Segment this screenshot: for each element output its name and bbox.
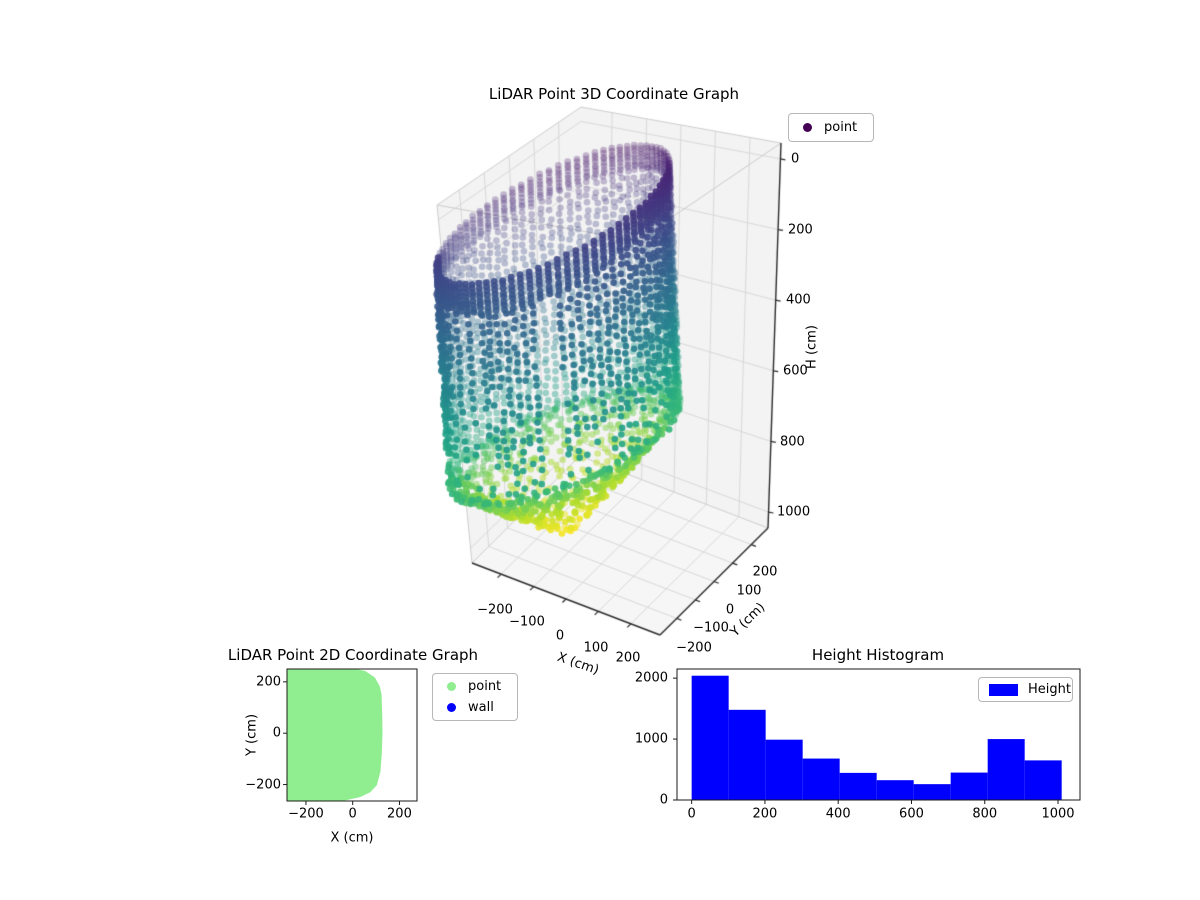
height-swatch-icon	[989, 683, 1018, 696]
plot2d-title: LiDAR Point 2D Coordinate Graph	[227, 646, 479, 664]
tick-label: 0	[272, 725, 281, 741]
legend-label: wall	[468, 700, 494, 715]
legend-item-point: point	[797, 117, 865, 138]
point-marker-icon	[803, 123, 812, 132]
histogram-bar	[691, 675, 729, 800]
tick-label: 2000	[634, 670, 668, 686]
tick-label: 200	[256, 674, 281, 690]
point-marker-icon	[447, 682, 456, 691]
tick-label: −200	[676, 640, 712, 656]
tick-label: 400	[825, 806, 851, 822]
tick-label: 1000	[777, 504, 811, 520]
legend-label: Height	[1028, 682, 1071, 697]
tick-label: 800	[780, 434, 805, 450]
plot3d-legend[interactable]: point	[788, 113, 874, 142]
tick-label: 200	[387, 806, 412, 822]
legend-item-wall: wall	[441, 697, 509, 718]
tick-label: 0	[687, 806, 696, 822]
tick-label: 600	[899, 806, 924, 822]
tick-label: −100	[509, 614, 545, 630]
legend-item-height: Height	[987, 680, 1071, 699]
histogram-frame	[676, 668, 1081, 801]
tick-label: 1000	[634, 731, 668, 747]
tick-label: 0	[725, 602, 735, 618]
histogram-bar	[987, 739, 1025, 800]
tick-label: 0	[348, 806, 357, 822]
histogram-bar	[765, 739, 803, 800]
tick-label: 200	[615, 650, 641, 666]
wall-marker-icon	[447, 703, 456, 712]
tick-label: 200	[788, 222, 813, 238]
tick-label: 0	[659, 792, 668, 808]
plot3d-title: LiDAR Point 3D Coordinate Graph	[488, 85, 740, 103]
legend-item-point: point	[441, 676, 509, 697]
tick-label: 100	[583, 640, 609, 656]
histogram-bar	[728, 709, 766, 800]
point-region	[287, 669, 383, 801]
tick-label: 1000	[1041, 806, 1075, 822]
tick-label: 200	[752, 806, 778, 822]
tick-label: −200	[245, 777, 281, 793]
tick-label: 400	[786, 292, 811, 308]
legend-label: point	[824, 120, 858, 135]
histogram-bar	[1024, 760, 1062, 800]
tick-label: 200	[752, 564, 778, 580]
histogram-bar	[913, 784, 951, 800]
tick-label: −100	[693, 620, 729, 636]
plot2d-frame	[286, 668, 418, 802]
histogram-bar	[839, 772, 877, 800]
histogram-bar	[950, 772, 988, 800]
tick-label: 0	[555, 628, 565, 644]
tick-label: 800	[972, 806, 998, 822]
tick-label: −200	[477, 602, 513, 618]
histogram-legend[interactable]: Height	[978, 677, 1073, 702]
tick-label: 100	[736, 583, 762, 599]
plot2d-xlabel: X (cm)	[330, 830, 374, 846]
tick-label: 0	[791, 151, 800, 167]
plot2d-legend[interactable]: point wall	[432, 673, 518, 721]
histogram-bar	[876, 780, 914, 800]
tick-label: 600	[783, 363, 808, 379]
histogram-title: Height Histogram	[811, 646, 945, 664]
legend-label: point	[468, 679, 502, 694]
tick-label: −200	[288, 806, 324, 822]
histogram-bar	[802, 758, 840, 800]
